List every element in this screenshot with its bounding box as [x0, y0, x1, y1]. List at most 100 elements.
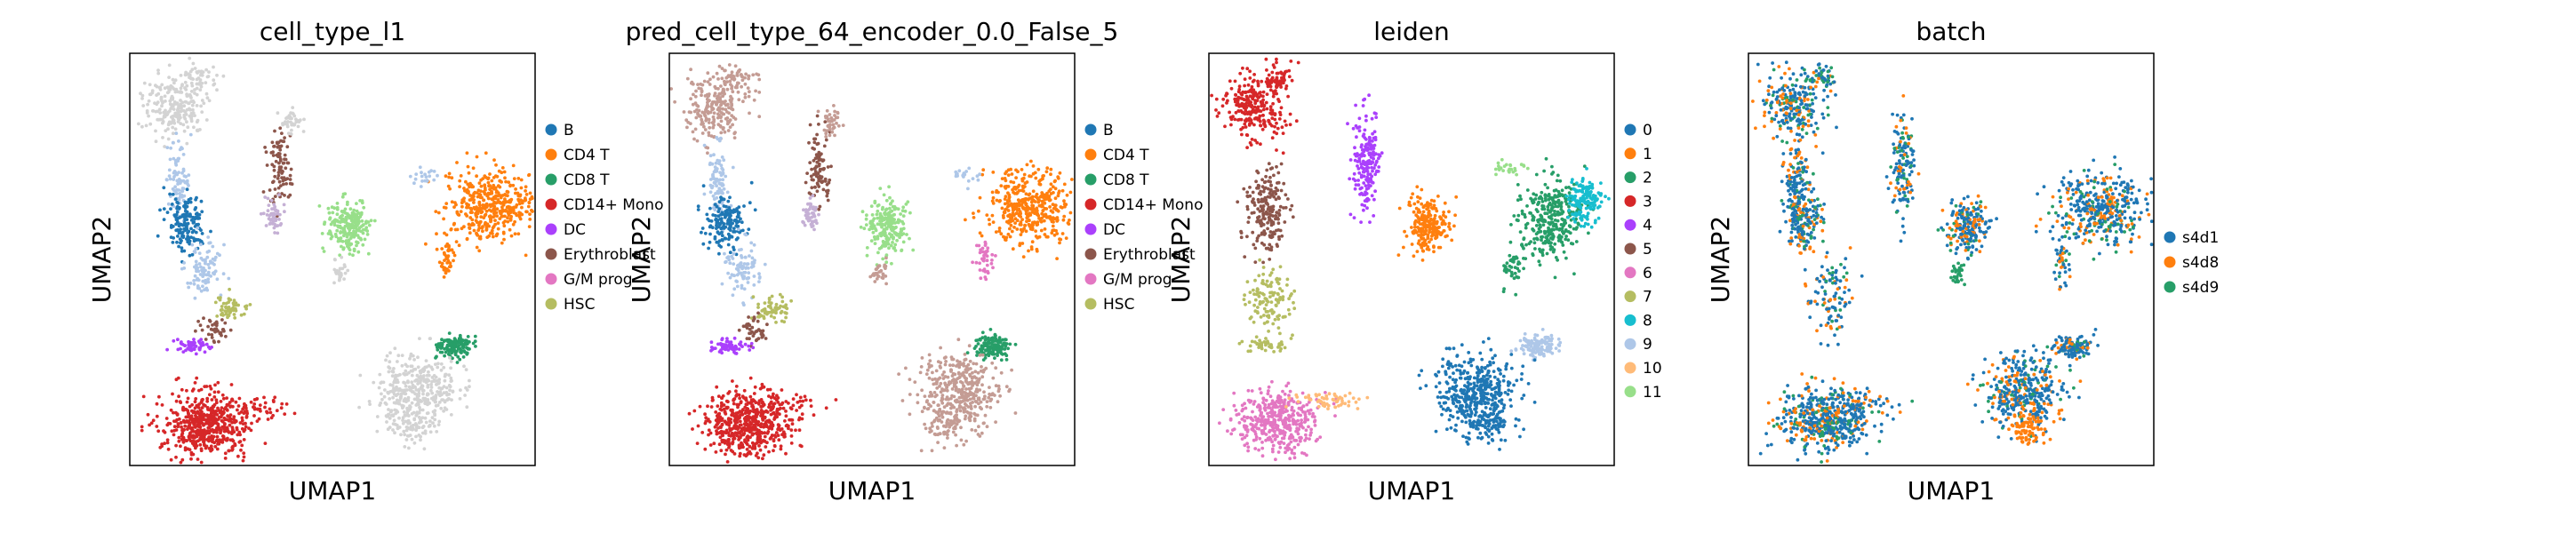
data-point	[478, 235, 483, 239]
data-point	[716, 394, 721, 398]
data-point	[185, 211, 189, 216]
data-point	[317, 204, 322, 208]
data-point	[442, 365, 446, 370]
data-point	[480, 226, 484, 230]
data-point	[893, 243, 898, 247]
data-point	[502, 224, 507, 228]
data-point	[745, 406, 748, 410]
data-point	[237, 411, 241, 416]
data-point	[730, 84, 734, 89]
data-point	[508, 218, 513, 221]
data-point	[1057, 189, 1061, 194]
data-point	[183, 86, 187, 90]
data-point	[753, 208, 757, 212]
data-point	[725, 190, 730, 195]
data-point	[713, 235, 717, 239]
data-point	[414, 434, 418, 439]
data-point	[225, 309, 228, 314]
data-point	[184, 415, 188, 419]
data-point	[185, 187, 189, 192]
data-point	[787, 402, 790, 405]
data-point	[186, 235, 190, 238]
data-point	[201, 340, 204, 345]
data-point	[195, 195, 198, 200]
data-point	[784, 414, 788, 418]
data-point	[706, 71, 710, 76]
data-point	[715, 240, 719, 244]
data-point	[272, 211, 276, 216]
data-point	[478, 206, 482, 211]
data-point	[507, 213, 511, 217]
data-point	[276, 211, 280, 216]
data-point	[203, 350, 207, 354]
data-point	[465, 202, 468, 206]
data-point	[179, 74, 183, 77]
data-point	[708, 240, 712, 244]
data-point	[1043, 227, 1047, 231]
data-point	[194, 206, 198, 210]
data-point	[200, 400, 204, 404]
data-point	[436, 391, 441, 395]
data-point	[276, 145, 280, 149]
data-point	[252, 414, 256, 418]
data-point	[734, 389, 738, 394]
data-point	[886, 220, 891, 225]
data-point	[239, 313, 244, 317]
data-point	[807, 140, 811, 145]
data-point	[412, 441, 417, 445]
data-point	[227, 430, 231, 434]
data-point	[763, 307, 767, 312]
data-point	[428, 402, 431, 405]
data-point	[137, 122, 140, 126]
data-point	[743, 76, 747, 80]
data-point	[743, 438, 747, 442]
data-point	[332, 206, 337, 211]
data-point	[738, 230, 741, 235]
data-point	[815, 114, 820, 118]
data-point	[220, 318, 224, 322]
data-point	[380, 392, 383, 396]
data-point	[200, 436, 204, 441]
data-point	[408, 421, 412, 426]
data-point	[716, 426, 720, 430]
data-point	[493, 219, 497, 223]
data-point	[737, 248, 741, 252]
data-point	[208, 393, 212, 397]
data-point	[868, 227, 871, 232]
data-point	[459, 174, 463, 178]
data-point	[185, 84, 189, 88]
data-point	[479, 189, 483, 194]
data-point	[270, 207, 274, 211]
data-point	[756, 319, 760, 323]
data-point	[204, 422, 208, 426]
data-point	[292, 123, 296, 127]
data-point	[141, 104, 146, 107]
data-point	[804, 180, 808, 185]
data-point	[746, 262, 750, 266]
data-point	[1027, 249, 1030, 253]
data-point	[161, 136, 164, 139]
data-point	[185, 107, 189, 112]
data-point	[727, 206, 732, 210]
data-point	[183, 80, 188, 84]
data-point	[182, 427, 187, 432]
data-point	[191, 452, 196, 457]
data-point	[474, 345, 477, 348]
data-point	[213, 255, 218, 259]
data-point	[279, 184, 283, 188]
data-point	[987, 218, 991, 222]
cluster-points	[669, 68, 762, 155]
data-point	[387, 408, 390, 411]
data-point	[439, 406, 444, 410]
data-point	[422, 447, 427, 451]
data-point	[709, 219, 714, 223]
data-point	[341, 192, 346, 196]
data-point	[193, 400, 197, 404]
data-point	[524, 185, 528, 189]
data-point	[162, 186, 166, 190]
data-point	[288, 115, 292, 119]
data-point	[182, 129, 187, 133]
data-point	[408, 408, 412, 411]
data-point	[221, 314, 225, 317]
data-point	[420, 171, 423, 175]
